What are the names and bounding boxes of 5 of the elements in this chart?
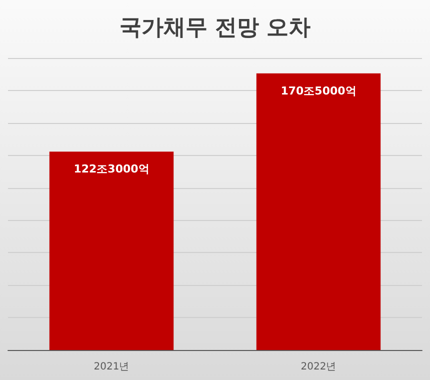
x-tick-label: 2021년 (94, 362, 130, 372)
x-tick-label: 2022년 (300, 362, 336, 372)
data-label: 122조3000억 (74, 162, 150, 176)
chart-title: 국가채무 전망 오차 (119, 16, 311, 40)
data-label: 170조5000억 (280, 84, 356, 98)
